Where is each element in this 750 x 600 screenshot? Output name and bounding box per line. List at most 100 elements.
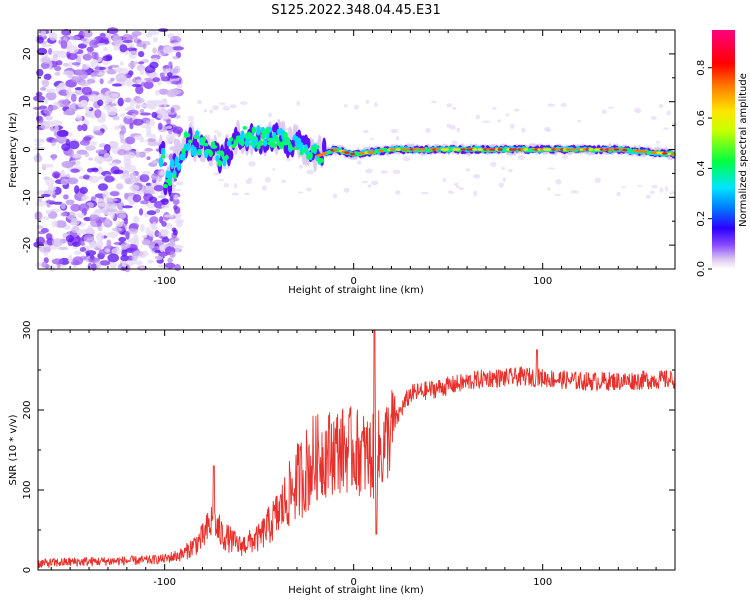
heatmap-noise-blob bbox=[48, 264, 56, 272]
heatmap-noise-blob bbox=[132, 118, 144, 126]
heatmap-noise-blob bbox=[80, 99, 89, 107]
heatmap-noise-blob bbox=[458, 187, 465, 191]
heatmap-noise-blob bbox=[119, 61, 124, 66]
heatmap-noise-blob bbox=[68, 132, 73, 137]
heatmap-track-cell bbox=[188, 139, 193, 144]
heatmap-noise-blob bbox=[125, 47, 138, 51]
heatmap-noise-blob bbox=[343, 104, 348, 108]
heatmap-noise-blob bbox=[125, 136, 136, 145]
heatmap-noise-blob bbox=[67, 148, 74, 158]
heatmap-noise-blob bbox=[112, 35, 123, 45]
heatmap-noise-blob bbox=[51, 220, 58, 228]
heatmap-noise-blob bbox=[79, 246, 87, 253]
heatmap-track-cell bbox=[201, 136, 207, 143]
heatmap-noise-blob bbox=[62, 62, 70, 67]
heatmap-noise-blob bbox=[107, 66, 113, 70]
heatmap-track-core bbox=[301, 148, 309, 153]
spectrogram-y-tick-label: -20 bbox=[22, 237, 33, 253]
heatmap-track-cell bbox=[315, 145, 320, 149]
heatmap-noise-blob bbox=[149, 61, 159, 69]
heatmap-noise-blob bbox=[69, 104, 76, 109]
heatmap-track-core bbox=[523, 148, 529, 151]
heatmap-noise-blob bbox=[161, 221, 167, 227]
heatmap-noise-blob bbox=[76, 212, 85, 219]
heatmap-track-core bbox=[395, 148, 401, 151]
heatmap-noise-blob bbox=[142, 170, 151, 175]
heatmap-noise-blob bbox=[501, 167, 506, 170]
heatmap-noise-blob bbox=[161, 237, 170, 243]
heatmap-noise-blob bbox=[45, 177, 55, 187]
heatmap-noise-blob bbox=[490, 161, 497, 168]
heatmap-noise-blob bbox=[431, 100, 437, 104]
heatmap-noise-blob bbox=[51, 171, 61, 179]
heatmap-noise-blob bbox=[222, 106, 230, 111]
heatmap-track-core bbox=[193, 135, 201, 140]
heatmap-noise-blob bbox=[158, 88, 169, 95]
heatmap-noise-blob bbox=[507, 168, 514, 173]
heatmap-noise-blob bbox=[505, 113, 510, 117]
heatmap-noise-blob bbox=[123, 192, 129, 200]
heatmap-noise-blob bbox=[139, 67, 145, 76]
heatmap-noise-blob bbox=[298, 191, 304, 194]
heatmap-noise-blob bbox=[163, 46, 174, 54]
heatmap-noise-blob bbox=[120, 125, 127, 135]
heatmap-noise-blob bbox=[151, 173, 158, 181]
heatmap-noise-blob bbox=[51, 50, 63, 55]
heatmap-track-core bbox=[545, 148, 551, 151]
heatmap-noise-blob bbox=[362, 129, 369, 134]
heatmap-noise-blob bbox=[166, 125, 173, 130]
colorbar-tick-label: 0.4 bbox=[696, 160, 707, 176]
spectrogram-x-axis-label: Height of straight line (km) bbox=[288, 285, 424, 296]
heatmap-track-cell bbox=[222, 158, 227, 167]
heatmap-noise-blob bbox=[129, 172, 137, 180]
heatmap-noise-blob bbox=[535, 152, 540, 156]
heatmap-noise-blob bbox=[40, 193, 51, 198]
heatmap-noise-blob bbox=[159, 72, 165, 78]
colorbar-gradient bbox=[712, 30, 735, 269]
heatmap-track-core bbox=[221, 156, 229, 161]
heatmap-noise-blob bbox=[103, 152, 111, 161]
heatmap-noise-blob bbox=[124, 217, 129, 225]
snr-y-tick-label: 100 bbox=[22, 480, 33, 499]
heatmap-track-core bbox=[333, 148, 339, 152]
heatmap-track-core bbox=[266, 137, 274, 142]
heatmap-track-core bbox=[215, 150, 223, 155]
heatmap-noise-blob bbox=[62, 70, 74, 76]
heatmap-track-cell bbox=[272, 142, 277, 148]
heatmap-noise-blob bbox=[101, 112, 106, 121]
heatmap-noise-blob bbox=[513, 108, 520, 112]
heatmap-noise-blob bbox=[85, 250, 97, 256]
heatmap-noise-blob bbox=[138, 208, 144, 216]
heatmap-noise-blob bbox=[248, 161, 256, 167]
heatmap-noise-blob bbox=[55, 220, 67, 228]
heatmap-noise-blob bbox=[140, 82, 147, 87]
heatmap-noise-blob bbox=[119, 44, 128, 53]
heatmap-noise-blob bbox=[86, 78, 96, 84]
heatmap-noise-blob bbox=[607, 106, 615, 109]
heatmap-noise-blob bbox=[175, 221, 183, 228]
heatmap-noise-blob bbox=[142, 43, 147, 50]
heatmap-noise-blob bbox=[138, 104, 149, 108]
snr-series-line bbox=[37, 329, 676, 568]
heatmap-noise-blob bbox=[147, 259, 154, 264]
heatmap-noise-blob bbox=[51, 138, 59, 143]
heatmap-track-cell bbox=[294, 146, 300, 151]
heatmap-noise-blob bbox=[502, 177, 506, 183]
heatmap-noise-blob bbox=[124, 78, 134, 87]
heatmap-noise-blob bbox=[158, 170, 165, 176]
heatmap-noise-blob bbox=[101, 96, 108, 101]
heatmap-noise-blob bbox=[41, 261, 47, 268]
heatmap-track-cell bbox=[185, 133, 191, 138]
heatmap-track-core bbox=[613, 148, 620, 151]
heatmap-noise-blob bbox=[51, 154, 56, 161]
heatmap-noise-blob bbox=[110, 141, 119, 148]
heatmap-noise-blob bbox=[145, 100, 157, 104]
heatmap-noise-blob bbox=[465, 168, 470, 172]
heatmap-noise-blob bbox=[482, 120, 491, 123]
heatmap-noise-blob bbox=[473, 174, 481, 179]
heatmap-noise-blob bbox=[659, 187, 664, 193]
heatmap-noise-blob bbox=[149, 118, 155, 127]
heatmap-noise-blob bbox=[68, 140, 80, 150]
heatmap-track-cell bbox=[228, 137, 234, 142]
